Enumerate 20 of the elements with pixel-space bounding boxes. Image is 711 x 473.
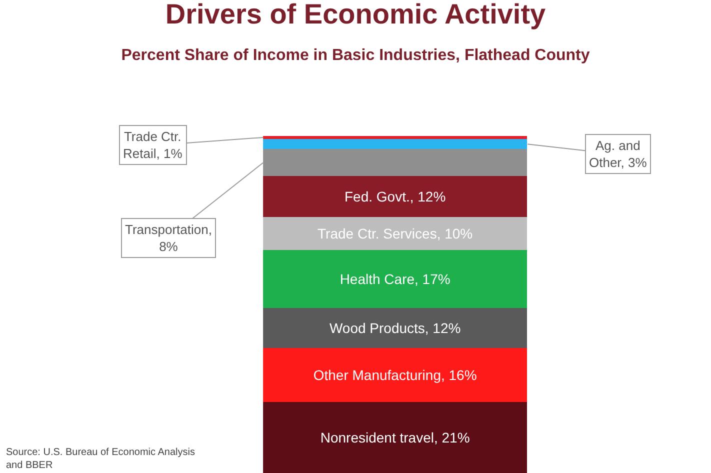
bar (263, 176, 528, 217)
data-label: Health Care, 17% (340, 271, 450, 287)
chart-subtitle: Percent Share of Income in Basic Industries, Flathead County (121, 47, 590, 64)
bar (263, 308, 528, 348)
data-label: Ag. and Other, 3% (589, 138, 648, 170)
chart-title: Drivers of Economic Activity (165, 0, 546, 30)
data-label: Wood Products, 12% (329, 320, 461, 336)
data-label: Other Manufacturing, 16% (313, 367, 477, 383)
data-label: Nonresident travel, 21% (320, 430, 470, 446)
bar (263, 250, 528, 308)
data-label: Fed. Govt., 12% (344, 188, 446, 204)
bar (263, 217, 528, 250)
source-note: Source: U.S. Bureau of Economic Analysis and BBER (6, 447, 195, 471)
bar (263, 136, 528, 139)
bar (263, 402, 528, 473)
data-label: Trade Ctr. Services, 10% (318, 226, 473, 242)
bar (263, 348, 528, 402)
data-label: Transportation, 8% (125, 222, 212, 254)
bar (263, 139, 528, 149)
data-label: Trade Ctr. Retail, 1% (123, 129, 183, 161)
